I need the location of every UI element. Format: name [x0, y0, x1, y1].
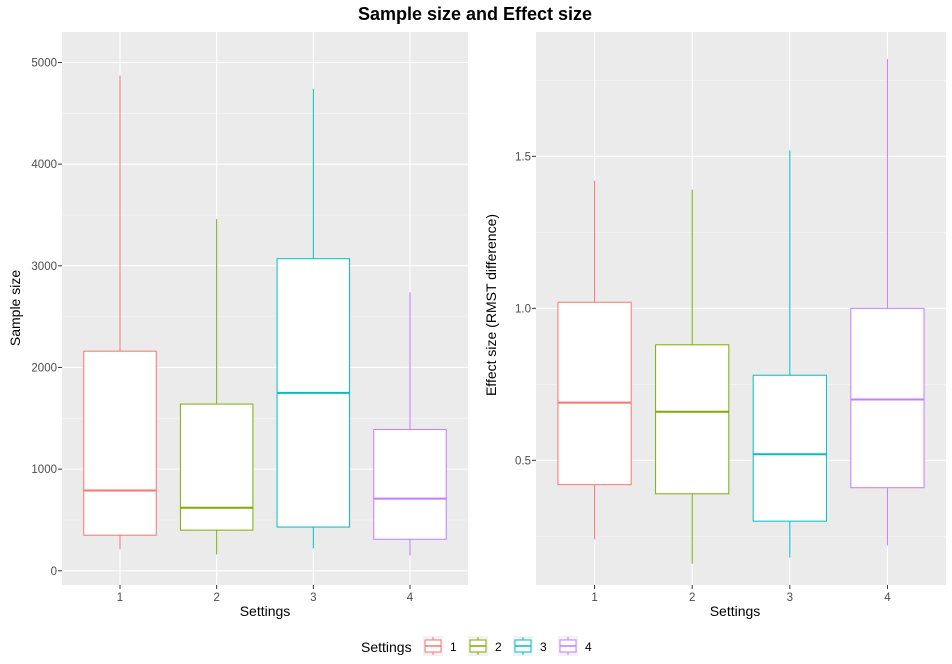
sample-size-x-ticks: 1 2 3 4	[117, 585, 414, 604]
sample-size-box-setting-4	[373, 292, 447, 556]
legend-item-2: 2	[468, 636, 502, 656]
sample-size-y-axis-label: Sample size	[7, 270, 23, 346]
box-iqr	[83, 350, 157, 536]
sample-size-y-tick-label: 0	[51, 566, 57, 578]
legend-item-3: 3	[513, 636, 547, 656]
box-iqr	[752, 374, 827, 522]
sample-size-box-setting-2	[179, 219, 254, 555]
box-iqr	[850, 307, 925, 489]
effect-size-x-tick-label: 2	[689, 592, 695, 604]
sample-size-panel: 0 1000 2000 3000 4000 5000 1 2 3 4 Settings Samp…	[7, 32, 468, 619]
sample-size-x-tick-label: 2	[213, 592, 219, 604]
effect-size-x-tick-label: 1	[591, 592, 597, 604]
legend-item-4: 4	[558, 636, 592, 656]
effect-size-x-axis-label: Settings	[710, 603, 761, 619]
effect-size-panel: 0.5 1.0 1.5 1 2 3 4 Settings Effect size (RMS…	[483, 32, 946, 619]
legend-label: 3	[540, 640, 547, 654]
sample-size-y-tick-label: 4000	[31, 159, 57, 171]
box-iqr	[373, 428, 447, 540]
legend-label: 2	[495, 640, 502, 654]
sample-size-y-tick-label: 1000	[31, 464, 57, 476]
box-iqr	[179, 403, 254, 531]
effect-size-x-tick-label: 3	[787, 592, 793, 604]
effect-size-box-setting-2	[655, 189, 730, 564]
effect-size-y-axis-label: Effect size (RMST difference)	[483, 214, 499, 396]
chart-title: Sample size and Effect size	[358, 4, 592, 24]
legend-items: 1 2 3 4	[423, 636, 592, 656]
sample-size-boxes	[83, 75, 447, 556]
sample-size-box-setting-3	[276, 88, 351, 549]
effect-size-x-ticks: 1 2 3 4	[591, 585, 891, 604]
sample-size-y-ticks: 0 1000 2000 3000 4000 5000	[31, 57, 62, 578]
box-iqr	[655, 344, 730, 495]
sample-size-y-tick-label: 3000	[31, 261, 57, 273]
legend: Settings 1 2 3 4	[361, 636, 592, 656]
effect-size-y-ticks: 0.5 1.0 1.5	[515, 151, 536, 467]
effect-size-box-setting-1	[557, 180, 632, 540]
effect-size-box-setting-3	[752, 150, 827, 558]
legend-label: 1	[450, 640, 457, 654]
effect-size-y-tick-label: 0.5	[515, 455, 531, 467]
legend-item-1: 1	[423, 636, 457, 656]
box-iqr	[557, 301, 632, 486]
effect-size-x-tick-label: 4	[884, 592, 891, 604]
effect-size-y-tick-label: 1.5	[515, 151, 531, 163]
sample-size-x-axis-label: Settings	[240, 603, 291, 619]
effect-size-y-tick-label: 1.0	[515, 303, 531, 315]
legend-label: 4	[585, 640, 592, 654]
sample-size-x-tick-label: 1	[117, 592, 123, 604]
sample-size-x-tick-label: 3	[310, 592, 316, 604]
effect-size-boxes	[557, 59, 925, 564]
sample-size-box-setting-1	[83, 75, 157, 550]
sample-size-y-tick-label: 2000	[31, 362, 57, 374]
sample-size-x-tick-label: 4	[407, 592, 414, 604]
effect-size-box-setting-4	[850, 59, 925, 546]
sample-size-y-tick-label: 5000	[31, 57, 57, 69]
legend-title: Settings	[361, 639, 412, 655]
